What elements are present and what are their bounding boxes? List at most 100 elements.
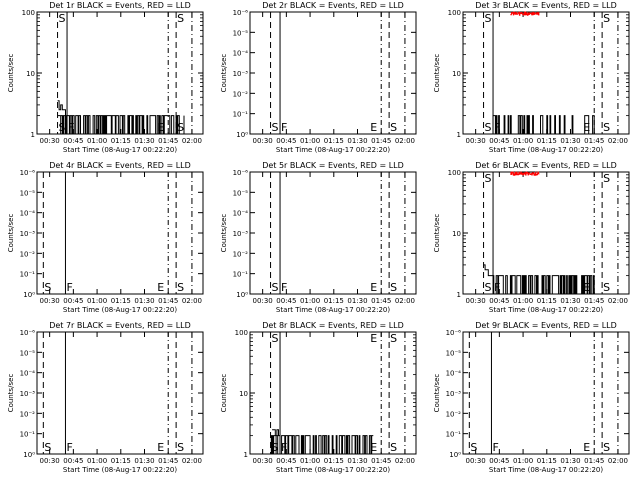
marker-label-top: S (485, 12, 492, 25)
marker-label: S (390, 121, 397, 134)
series-line-1 (270, 429, 374, 455)
marker-label: S (603, 441, 610, 454)
x-tick-label: 00:30 (466, 457, 486, 465)
marker-label: S (272, 441, 279, 454)
y-tick-label: 100 (448, 9, 461, 17)
x-tick-label: 01:45 (371, 457, 391, 465)
plot-frame (249, 11, 417, 135)
marker-label: S (390, 441, 397, 454)
x-tick-label: 01:00 (300, 457, 320, 465)
marker-label: E (157, 441, 164, 454)
x-tick-label: 01:00 (513, 457, 533, 465)
y-tick-label: 10⁻² (233, 90, 249, 98)
y-tick-label: 10⁻⁵ (446, 349, 462, 357)
marker-label: S (485, 121, 492, 134)
marker-label: E (370, 121, 377, 134)
x-tick-label: 00:45 (63, 137, 83, 145)
marker-label: S (272, 281, 279, 294)
marker-label-top: E (370, 332, 377, 345)
y-tick-label: 1 (457, 291, 461, 299)
marker-label: S (44, 441, 51, 454)
marker-label: S (177, 281, 184, 294)
y-axis-label: Counts/sec (220, 374, 228, 413)
marker-label-top: S (485, 172, 492, 185)
marker-label: E (583, 441, 590, 454)
x-axis-label: Start Time (08-Aug-17 00:22:20) (489, 146, 603, 154)
y-axis-label: Counts/sec (220, 54, 228, 93)
x-tick-label: 01:15 (324, 457, 344, 465)
x-tick-label: 00:45 (489, 137, 509, 145)
x-tick-label: 02:00 (395, 137, 415, 145)
x-tick-label: 00:30 (40, 457, 60, 465)
x-tick-label: 02:00 (182, 297, 202, 305)
y-axis-label: Counts/sec (7, 214, 15, 253)
y-tick-label: 10⁻³ (446, 390, 462, 398)
x-tick-label: 01:15 (324, 137, 344, 145)
panel-title: Det 3r BLACK = Events, RED = LLD (475, 1, 617, 10)
panel-title: Det 1r BLACK = Events, RED = LLD (49, 1, 191, 10)
y-tick-label: 10⁻⁶ (446, 329, 462, 337)
marker-label: S (390, 281, 397, 294)
x-tick-label: 02:00 (395, 457, 415, 465)
series-line-1 (492, 115, 595, 135)
detector-panel-4: Det 4r BLACK = Events, RED = LLD 10⁰ 10⁻¹ 1… (7, 161, 204, 314)
y-tick-label: 10⁻⁶ (233, 169, 249, 177)
x-tick-label: 01:45 (371, 297, 391, 305)
marker-label: S (603, 281, 610, 294)
y-tick-label: 10⁻⁴ (446, 370, 462, 378)
x-tick-label: 00:30 (253, 457, 273, 465)
y-tick-label: 10⁻⁵ (233, 189, 249, 197)
x-axis-label: Start Time (08-Aug-17 00:22:20) (276, 306, 390, 314)
y-axis-label: Counts/sec (7, 374, 15, 413)
panel-title: Det 5r BLACK = Events, RED = LLD (262, 161, 404, 170)
series-line-2 (510, 171, 540, 176)
detector-panel-9: Det 9r BLACK = Events, RED = LLD 10⁰ 10⁻¹ 1… (433, 321, 630, 474)
x-tick-label: 01:00 (87, 137, 107, 145)
marker-label: F (66, 281, 72, 294)
series-line-2 (175, 115, 185, 135)
x-tick-label: 01:00 (87, 457, 107, 465)
x-tick-label: 01:30 (134, 297, 154, 305)
y-tick-label: 10⁻⁵ (20, 189, 36, 197)
y-tick-label: 10⁻² (233, 250, 249, 258)
detector-panel-6: Det 6r BLACK = Events, RED = LLD 1 10 100 00… (433, 161, 630, 314)
y-tick-label: 10 (239, 390, 248, 398)
x-tick-label: 01:30 (560, 457, 580, 465)
marker-label-top: S (272, 332, 279, 345)
x-tick-label: 01:45 (584, 137, 604, 145)
detector-panel-2: Det 2r BLACK = Events, RED = LLD 10⁰ 10⁻¹ 1… (220, 1, 417, 154)
x-tick-label: 01:15 (111, 457, 131, 465)
x-tick-label: 01:45 (158, 297, 178, 305)
marker-label: F (281, 281, 287, 294)
y-tick-label: 10⁻⁶ (20, 329, 36, 337)
y-tick-label: 10⁻⁴ (20, 370, 36, 378)
y-tick-label: 10⁻¹ (20, 271, 36, 279)
marker-label-top: S (390, 332, 397, 345)
x-tick-label: 00:30 (466, 137, 486, 145)
plot-frame (462, 11, 630, 135)
x-tick-label: 00:45 (489, 457, 509, 465)
x-tick-label: 01:00 (513, 137, 533, 145)
x-axis-label: Start Time (08-Aug-17 00:22:20) (489, 306, 603, 314)
marker-label: S (470, 441, 477, 454)
panel-title: Det 7r BLACK = Events, RED = LLD (49, 321, 191, 330)
marker-label: E (583, 121, 590, 134)
y-tick-label: 10⁻² (20, 410, 36, 418)
x-tick-label: 01:30 (347, 297, 367, 305)
marker-label: S (485, 281, 492, 294)
plot-frame (36, 171, 204, 295)
x-tick-label: 00:30 (253, 137, 273, 145)
x-tick-label: 01:00 (300, 137, 320, 145)
y-axis-label: Counts/sec (433, 374, 441, 413)
x-tick-label: 01:00 (87, 297, 107, 305)
y-tick-label: 10 (26, 70, 35, 78)
x-tick-label: 01:30 (347, 457, 367, 465)
x-tick-label: 01:15 (111, 137, 131, 145)
marker-label: S (44, 281, 51, 294)
marker-label: F (492, 441, 498, 454)
marker-label: F (494, 281, 500, 294)
marker-label: F (281, 121, 287, 134)
x-tick-label: 00:45 (63, 297, 83, 305)
x-axis-label: Start Time (08-Aug-17 00:22:20) (63, 146, 177, 154)
